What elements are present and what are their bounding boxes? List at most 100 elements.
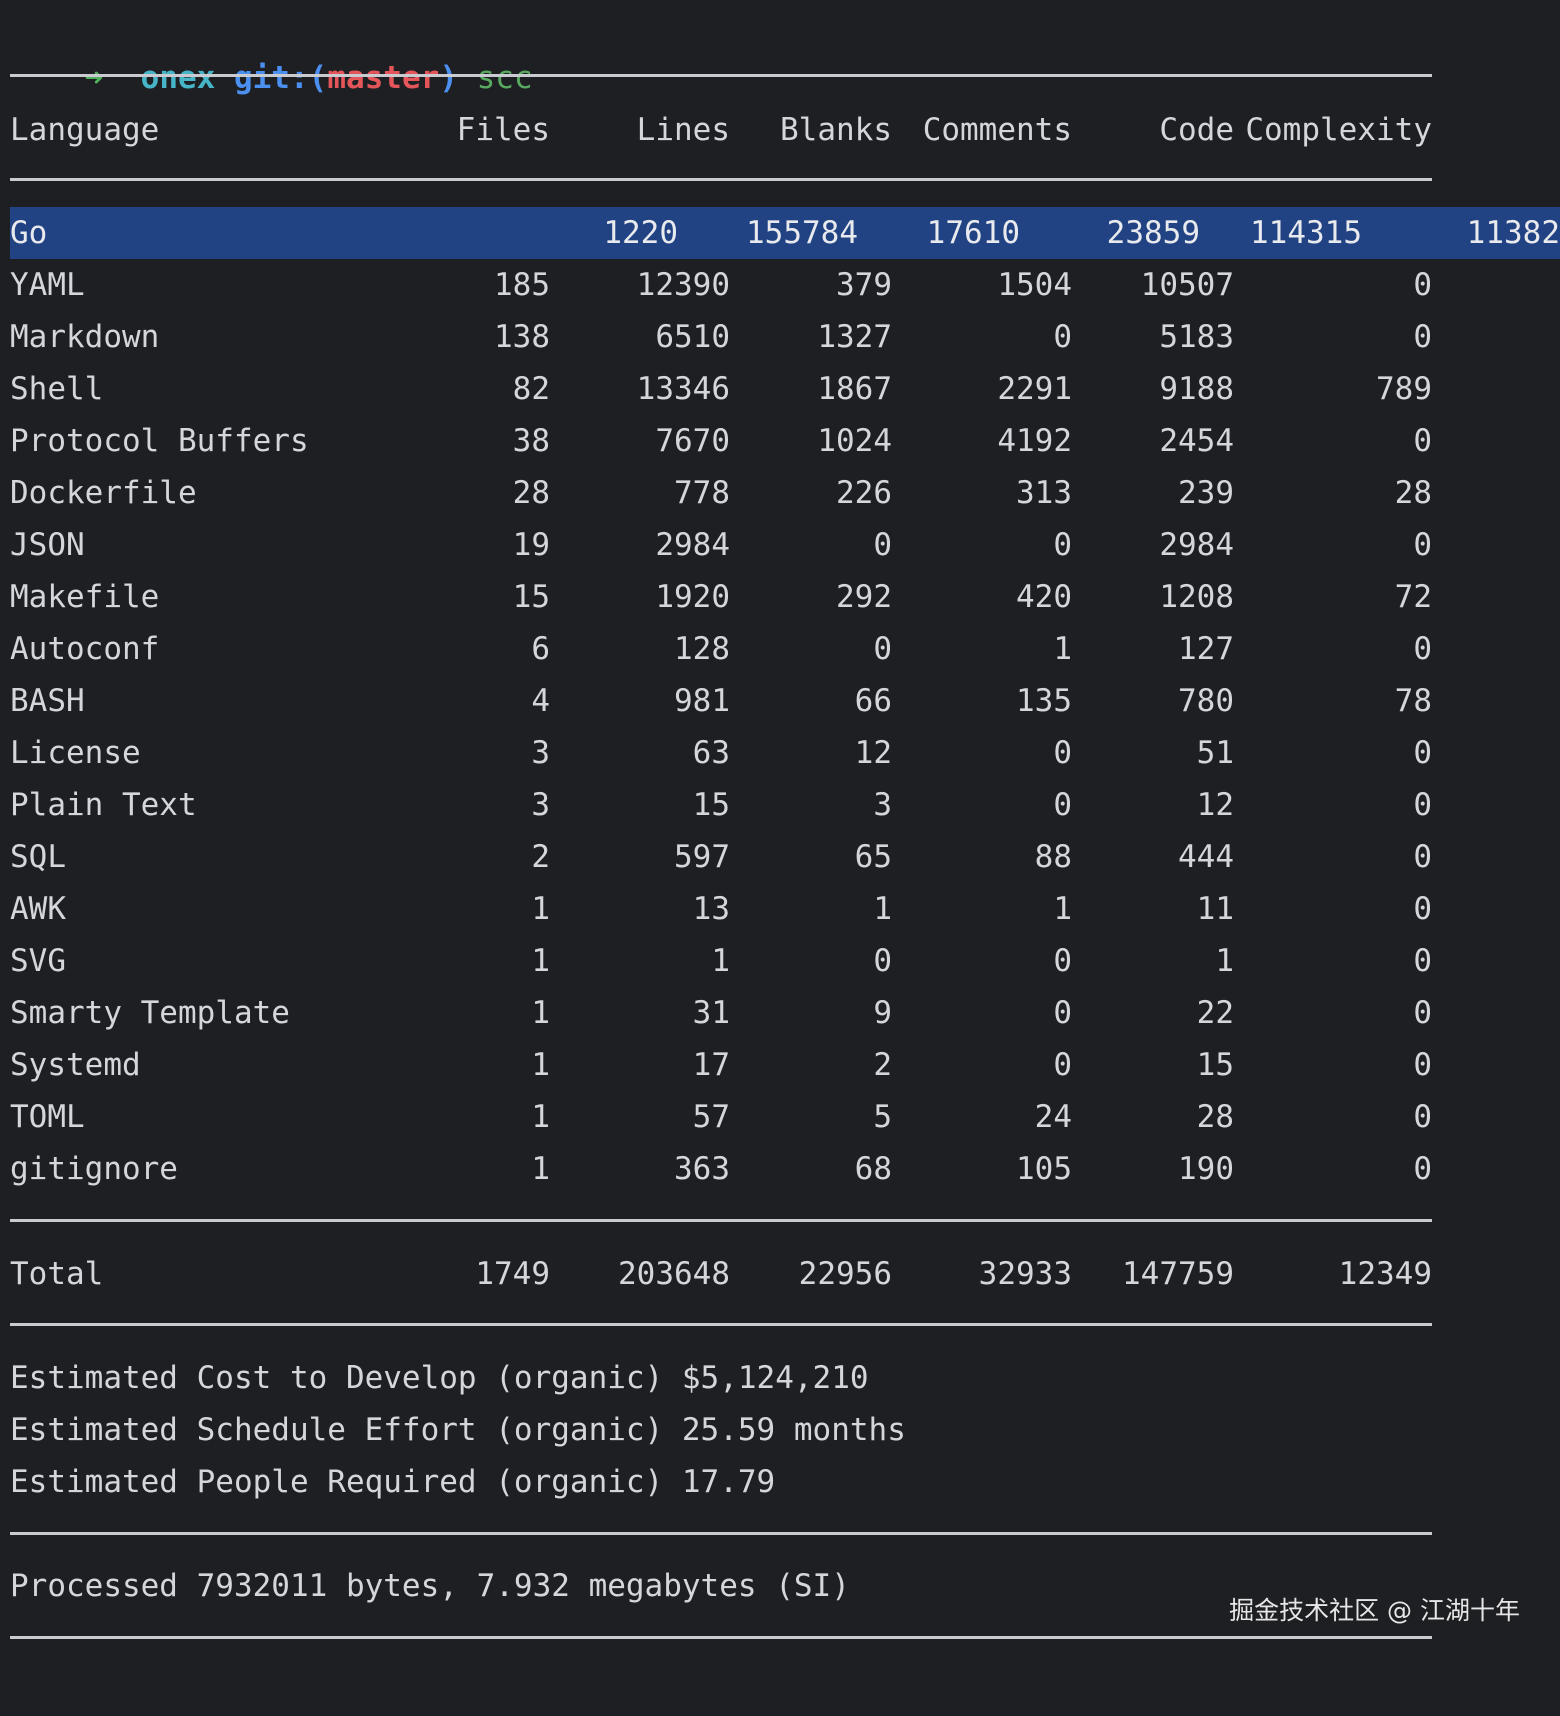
cell-language: gitignore <box>10 1151 178 1187</box>
cell-code: 1 <box>1215 943 1234 979</box>
cell-files: 1 <box>531 1151 550 1187</box>
total-comments: 32933 <box>978 1256 1072 1292</box>
estimated-cost: Estimated Cost to Develop (organic) $5,1… <box>10 1360 869 1396</box>
header-comments: Comments <box>922 112 1072 148</box>
cell-complexity: 0 <box>1413 995 1432 1031</box>
cell-comments: 0 <box>1053 995 1072 1031</box>
total-label: Total <box>10 1256 104 1292</box>
shell-prompt: ➜ onex git:(master) scc <box>10 0 533 96</box>
cell-blanks: 66 <box>854 683 892 719</box>
cell-complexity: 0 <box>1413 735 1432 771</box>
watermark-text: 掘金技术社区 @ 江湖十年 <box>1229 1596 1520 1625</box>
divider-top <box>10 74 1432 77</box>
table-row: Protocol Buffers 38 7670 1024 4192 2454 0 <box>10 415 1432 467</box>
cell-blanks: 3 <box>873 787 892 823</box>
cell-complexity: 0 <box>1413 267 1432 303</box>
cell-comments: 135 <box>1016 683 1072 719</box>
cell-language: YAML <box>10 267 85 303</box>
cell-files: 1 <box>531 1099 550 1135</box>
cell-code: 190 <box>1178 1151 1234 1187</box>
cell-blanks: 2 <box>873 1047 892 1083</box>
cell-blanks: 1024 <box>817 423 892 459</box>
cell-complexity: 0 <box>1413 1047 1432 1083</box>
cell-blanks: 9 <box>873 995 892 1031</box>
cell-blanks: 226 <box>836 475 892 511</box>
cell-complexity: 0 <box>1413 1099 1432 1135</box>
cell-files: 1 <box>531 995 550 1031</box>
terminal-window[interactable]: ➜ onex git:(master) scc Language Files L… <box>0 0 1560 1672</box>
cell-blanks: 379 <box>836 267 892 303</box>
cell-lines: 1920 <box>655 579 730 615</box>
cell-complexity: 11382 <box>1466 215 1560 251</box>
table-row: YAML 185 12390 379 1504 10507 0 <box>10 259 1432 311</box>
header-language: Language <box>10 112 160 148</box>
cell-blanks: 5 <box>873 1099 892 1135</box>
table-row: TOML 1 57 5 24 28 0 <box>10 1091 1432 1143</box>
table-row: AWK 1 13 1 1 11 0 <box>10 883 1432 935</box>
cell-comments: 313 <box>1016 475 1072 511</box>
estimated-people: Estimated People Required (organic) 17.7… <box>10 1464 776 1500</box>
total-blanks: 22956 <box>798 1256 892 1292</box>
cell-lines: 981 <box>674 683 730 719</box>
cell-language: Shell <box>10 371 104 407</box>
cell-comments: 24 <box>1034 1099 1072 1135</box>
cell-lines: 31 <box>692 995 730 1031</box>
cell-comments: 88 <box>1034 839 1072 875</box>
cell-complexity: 0 <box>1413 319 1432 355</box>
cell-language: TOML <box>10 1099 85 1135</box>
cell-blanks: 292 <box>836 579 892 615</box>
prompt-git-prefix: git:( <box>233 60 328 96</box>
cell-language: License <box>10 735 141 771</box>
table-row: Dockerfile 28 778 226 313 239 28 <box>10 467 1432 519</box>
cell-blanks: 0 <box>873 943 892 979</box>
cell-lines: 17 <box>692 1047 730 1083</box>
cell-code: 10507 <box>1140 267 1234 303</box>
prompt-command: scc <box>476 60 533 96</box>
cell-blanks: 1867 <box>817 371 892 407</box>
cell-comments: 1 <box>1053 631 1072 667</box>
cell-language: Makefile <box>10 579 160 615</box>
cell-lines: 6510 <box>655 319 730 355</box>
cell-complexity: 789 <box>1376 371 1432 407</box>
cell-language: AWK <box>10 891 66 927</box>
table-row: Makefile 15 1920 292 420 1208 72 <box>10 571 1432 623</box>
cell-code: 444 <box>1178 839 1234 875</box>
table-total-row: Total 1749 203648 22956 32933 147759 123… <box>10 1248 1432 1300</box>
cell-complexity: 0 <box>1413 943 1432 979</box>
cell-comments: 0 <box>1053 943 1072 979</box>
total-files: 1749 <box>475 1256 550 1292</box>
cell-files: 185 <box>494 267 550 303</box>
cell-language: SVG <box>10 943 66 979</box>
cell-complexity: 0 <box>1413 787 1432 823</box>
total-code: 147759 <box>1122 1256 1234 1292</box>
cell-complexity: 0 <box>1413 1151 1432 1187</box>
cell-language: Autoconf <box>10 631 160 667</box>
prompt-branch-name: master <box>327 60 440 96</box>
header-complexity: Complexity <box>1245 112 1432 148</box>
cell-language: Dockerfile <box>10 475 197 511</box>
cell-code: 22 <box>1196 995 1234 1031</box>
cell-blanks: 17610 <box>926 215 1020 251</box>
cell-files: 19 <box>512 527 550 563</box>
cell-language: Systemd <box>10 1047 141 1083</box>
header-blanks: Blanks <box>780 112 892 148</box>
cell-language: Plain Text <box>10 787 197 823</box>
cell-lines: 2984 <box>655 527 730 563</box>
cell-lines: 1 <box>711 943 730 979</box>
cell-files: 1 <box>531 891 550 927</box>
cell-lines: 778 <box>674 475 730 511</box>
cell-comments: 1504 <box>997 267 1072 303</box>
table-row: SVG 1 1 0 0 1 0 <box>10 935 1432 987</box>
cell-blanks: 68 <box>854 1151 892 1187</box>
table-row: BASH 4 981 66 135 780 78 <box>10 675 1432 727</box>
cell-lines: 155784 <box>746 215 858 251</box>
cell-complexity: 78 <box>1394 683 1432 719</box>
table-row: gitignore 1 363 68 105 190 0 <box>10 1143 1432 1195</box>
cell-comments: 4192 <box>997 423 1072 459</box>
cell-code: 28 <box>1196 1099 1234 1135</box>
cell-code: 239 <box>1178 475 1234 511</box>
table-row: Autoconf 6 128 0 1 127 0 <box>10 623 1432 675</box>
cell-lines: 363 <box>674 1151 730 1187</box>
cell-comments: 0 <box>1053 319 1072 355</box>
table-row: JSON 19 2984 0 0 2984 0 <box>10 519 1432 571</box>
